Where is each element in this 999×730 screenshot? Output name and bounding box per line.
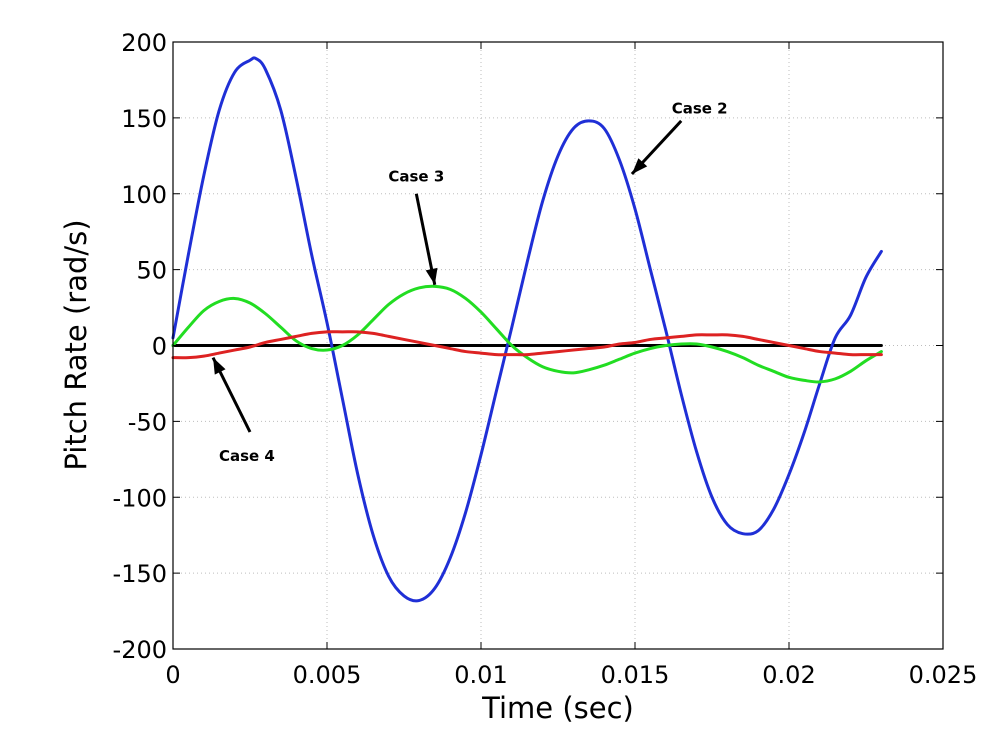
x-tick-label: 0.02 bbox=[762, 661, 815, 689]
annotation-arrowhead bbox=[631, 158, 648, 175]
y-axis-label: Pitch Rate (rad/s) bbox=[59, 219, 93, 470]
y-tick-label: 200 bbox=[121, 29, 167, 57]
y-tick-label: -150 bbox=[113, 560, 167, 588]
x-tick-label: 0.005 bbox=[293, 661, 362, 689]
y-tick-label: -200 bbox=[113, 636, 167, 664]
axis-ticks: 0 0.005 0.01 0.015 0.02 0.025 -200 -150 -100 -50 0… bbox=[113, 29, 978, 689]
y-tick-label: -100 bbox=[113, 484, 167, 512]
x-tick-label: 0.01 bbox=[454, 661, 507, 689]
x-axis-label: Time (sec) bbox=[481, 691, 634, 725]
annotation-label: Case 3 bbox=[388, 168, 444, 186]
series-line-case4 bbox=[171, 330, 883, 360]
y-tick-label: 50 bbox=[136, 257, 167, 285]
series-lines bbox=[171, 56, 883, 603]
x-tick-label: 0.025 bbox=[909, 661, 978, 689]
y-tick-label: -50 bbox=[128, 408, 167, 436]
series-line-case2 bbox=[171, 56, 883, 603]
annotation-label: Case 4 bbox=[219, 447, 275, 465]
annotation-arrowhead bbox=[213, 357, 226, 375]
y-tick-label: 0 bbox=[152, 333, 167, 361]
annotations: Case 2 Case 3 Case 4 bbox=[211, 99, 728, 465]
y-tick-label: 150 bbox=[121, 105, 167, 133]
x-tick-label: 0.015 bbox=[601, 661, 670, 689]
annotation-arrowhead bbox=[425, 267, 438, 285]
x-tick-label: 0 bbox=[165, 661, 180, 689]
annotation-label: Case 2 bbox=[672, 99, 728, 117]
y-tick-label: 100 bbox=[121, 181, 167, 209]
